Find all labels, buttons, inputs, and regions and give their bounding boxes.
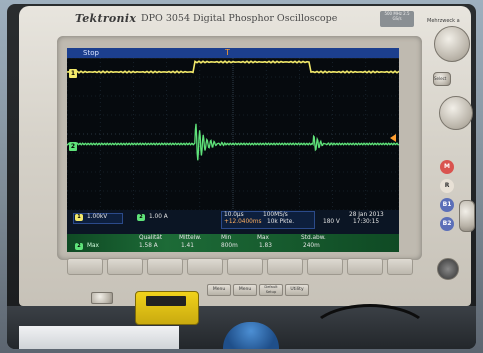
bezel-button-4[interactable] [187, 258, 223, 275]
menu-button-2[interactable]: Menu [233, 284, 257, 296]
ch2-waveform [67, 123, 399, 161]
measurement-bar [67, 234, 399, 252]
ch1-scale-box [73, 213, 123, 224]
ch1-chip: 1 [75, 214, 83, 221]
trigger-level-marker [390, 134, 396, 142]
time: 17:30:15 [353, 219, 380, 225]
bezel-button-1[interactable] [67, 258, 103, 275]
date: 28 Jan 2013 [349, 212, 384, 218]
ch1-ground-marker: 1 [69, 69, 77, 78]
white-device [19, 326, 179, 349]
graticule-grid [67, 58, 399, 210]
bezel-button-6[interactable] [267, 258, 303, 275]
select-button[interactable] [433, 72, 451, 86]
current-probe [135, 291, 199, 325]
default-setup-button[interactable]: Default Setup [259, 284, 283, 296]
oscilloscope-screen: Stop T 1 2 1 1.00kV 2 1.00 A [67, 48, 399, 252]
trigger-level: 180 V [323, 219, 340, 225]
meas-header-stddev: Std.abw. [301, 235, 326, 241]
meas-header-quality: Qualität [139, 235, 163, 241]
waveform-plot [67, 58, 399, 210]
meas-header-min: Min [221, 235, 232, 241]
bezel-button-7[interactable] [307, 258, 343, 275]
multipurpose-knob-b[interactable] [439, 96, 473, 130]
vertical-knob[interactable] [459, 200, 475, 232]
probe-label-plate [146, 296, 186, 306]
ch-button-m[interactable]: M [440, 160, 454, 174]
brand-logo: Tektronix [75, 12, 137, 25]
bezel-button-2[interactable] [107, 258, 143, 275]
meas-ch2-chip: 2 [75, 243, 83, 250]
utility-button[interactable]: Utility [285, 284, 309, 296]
ch2-scale: 1.00 A [149, 214, 168, 220]
trigger-position: +12.0400ms [224, 219, 262, 225]
meas-mean: 1.41 [181, 243, 194, 249]
ch2-ground-marker: 2 [69, 142, 77, 151]
power-button[interactable] [91, 292, 113, 304]
ch-button-b1[interactable]: B1 [440, 198, 454, 212]
bezel-button-5[interactable] [227, 258, 263, 275]
meas-max: 1.83 [259, 243, 272, 249]
spec-badge: 500 MHz 2.5 GS/s [380, 11, 414, 27]
probe-cable [307, 304, 433, 349]
bezel-button-3[interactable] [147, 258, 183, 275]
status-bar: Stop T [67, 48, 399, 58]
multipurpose-label: Mehrzweck a [427, 18, 460, 24]
ch1-scale: 1.00kV [87, 214, 108, 220]
meas-row-label: Max [87, 243, 99, 249]
meas-header-max: Max [257, 235, 269, 241]
readout-panel: 1 1.00kV 2 1.00 A 10.0µs 100MS/s +12.040… [67, 210, 399, 252]
timebase-box [221, 211, 315, 229]
sample-rate: 100MS/s [263, 212, 288, 218]
ch-button-r[interactable]: R [440, 179, 454, 193]
meas-header-mean: Mittelw. [179, 235, 202, 241]
time-base: 10.0µs [224, 212, 244, 218]
ch1-waveform [67, 60, 399, 74]
ch-button-b2[interactable]: B2 [440, 217, 454, 231]
bezel-button-9[interactable] [387, 258, 413, 275]
ch2-chip: 2 [137, 214, 145, 221]
select-label: Select [434, 76, 447, 81]
meas-stddev: 240m [303, 243, 320, 249]
trigger-position-icon: T [225, 48, 230, 57]
menu-button-1[interactable]: Menu [207, 284, 231, 296]
multipurpose-knob-a[interactable] [434, 26, 470, 62]
acquisition-status: Stop [83, 49, 99, 57]
model-label: DPO 3054 Digital Phosphor Oscilloscope [141, 13, 338, 24]
scene: Tektronix DPO 3054 Digital Phosphor Osci… [7, 4, 476, 349]
record-length: 10k Pkte. [267, 219, 295, 225]
meas-quality: 1.58 A [139, 243, 158, 249]
bezel-button-8[interactable] [347, 258, 383, 275]
meas-min: 800m [221, 243, 238, 249]
